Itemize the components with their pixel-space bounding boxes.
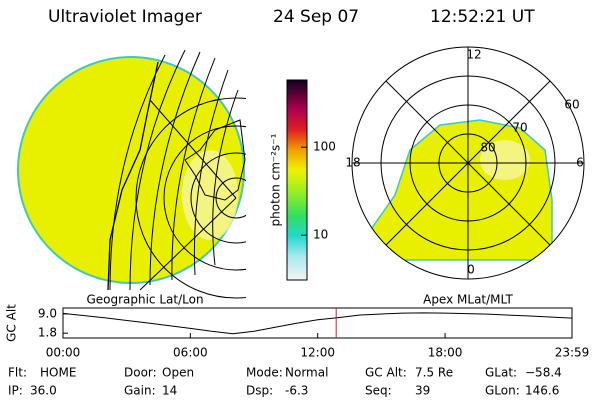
date: 24 Sep 07 <box>273 7 359 27</box>
title: Ultraviolet Imager <box>48 7 202 27</box>
altitude-line <box>62 312 573 335</box>
geo-image <box>17 49 246 299</box>
x-tick-label: 00:00 <box>46 346 81 360</box>
field-label: GLon: <box>485 384 520 398</box>
field-value: 7.5 Re <box>415 366 453 380</box>
field-value: -6.3 <box>285 384 308 398</box>
field-value: 39 <box>415 384 430 398</box>
y-tick-label: 1.8 <box>38 326 57 340</box>
colorbar-label: photon cm⁻²s⁻¹ <box>269 133 283 226</box>
mlat-label: 60 <box>564 98 579 112</box>
field-label: GC Alt: <box>365 366 407 380</box>
mlat-label: 70 <box>512 121 527 135</box>
altitude-label: GC Alt <box>5 304 19 342</box>
colorbar-tick-label: 100 <box>313 140 336 154</box>
apex-image <box>351 46 585 280</box>
field-label: Mode: <box>246 366 283 380</box>
field-label: Gain: <box>124 384 156 398</box>
mlt-label: 12 <box>466 48 481 62</box>
y-tick-label: 9.0 <box>38 306 57 320</box>
field-value: 36.0 <box>30 384 57 398</box>
field-label: IP: <box>8 384 23 398</box>
x-tick-label: 12:00 <box>300 346 335 360</box>
time: 12:52:21 UT <box>430 7 535 27</box>
field-value: HOME <box>40 366 76 380</box>
apex-label: Apex MLat/MLT <box>423 293 513 307</box>
field-value: 14 <box>162 384 177 398</box>
field-label: Door: <box>124 366 157 380</box>
x-tick-label: 18:00 <box>428 346 463 360</box>
field-label: GLat: <box>485 366 517 380</box>
field-value: Open <box>162 366 194 380</box>
field-label: Dsp: <box>246 384 273 398</box>
field-value: −58.4 <box>525 366 562 380</box>
x-tick-label: 06:00 <box>173 346 208 360</box>
geo-label: Geographic Lat/Lon <box>86 293 203 307</box>
colorbar-tick-label: 10 <box>313 228 328 242</box>
mlt-label: 6 <box>576 156 584 170</box>
field-label: Seq: <box>365 384 392 398</box>
mlt-label: 18 <box>345 156 360 170</box>
mlt-label: 0 <box>467 263 475 277</box>
field-value: Normal <box>285 366 328 380</box>
colorbar <box>286 79 308 281</box>
mlat-label: 80 <box>480 141 495 155</box>
field-value: 146.6 <box>525 384 559 398</box>
x-tick-label: 23:59 <box>555 346 590 360</box>
field-label: Flt: <box>8 366 27 380</box>
